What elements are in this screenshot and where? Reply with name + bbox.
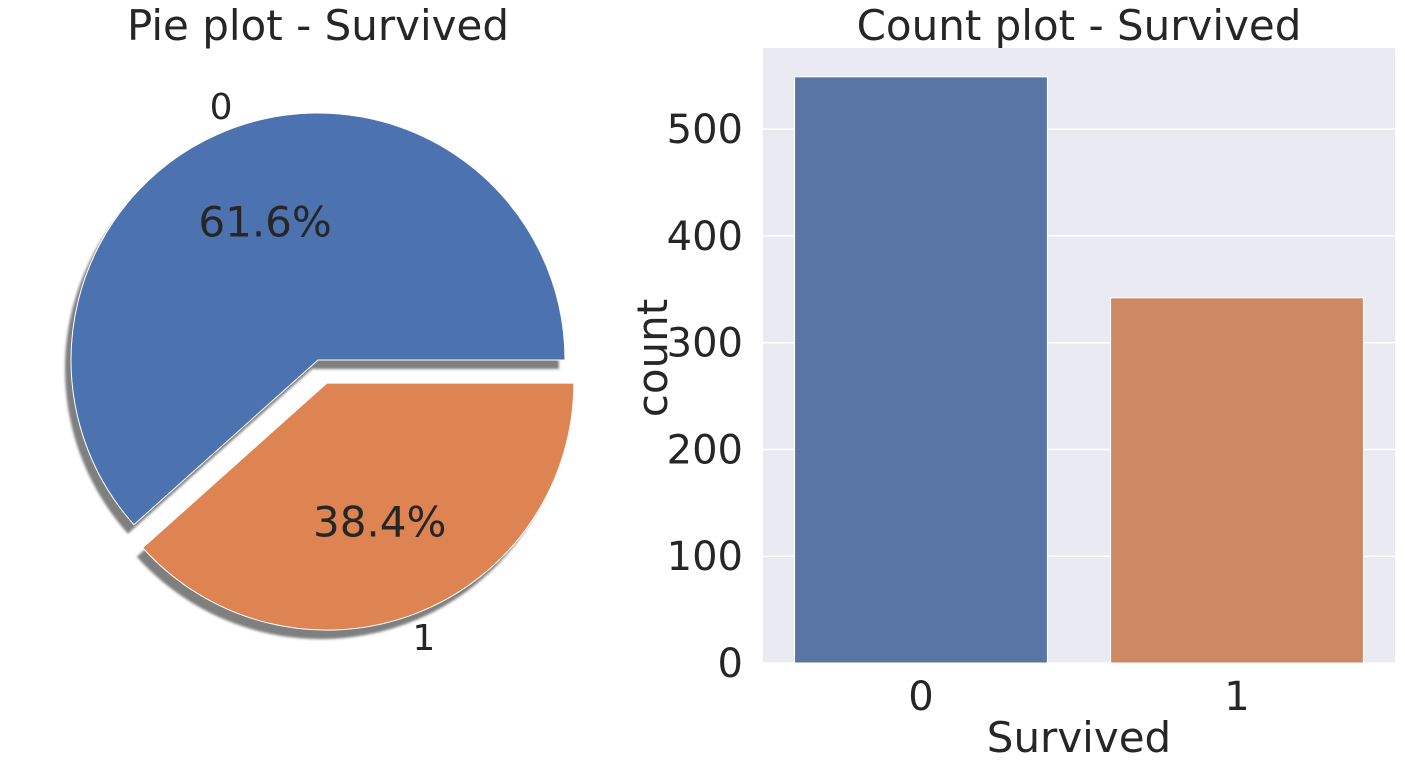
x-tick-label: 1 (1224, 674, 1249, 720)
y-tick-label: 0 (718, 641, 743, 687)
y-tick-label: 500 (667, 107, 743, 153)
bar (794, 76, 1048, 664)
pie-percent-label: 61.6% (198, 198, 331, 247)
pie-percent-label: 38.4% (313, 498, 446, 547)
pie-slice (142, 382, 575, 631)
y-tick-label: 300 (667, 321, 743, 367)
pie-chart-title: Pie plot - Survived (127, 1, 509, 50)
pie-slice (70, 112, 566, 526)
bar (1110, 297, 1364, 664)
count-chart-y-axis-label: count (628, 299, 677, 418)
x-tick-label: 0 (908, 674, 933, 720)
y-tick-label: 400 (667, 214, 743, 260)
y-tick-label: 100 (667, 534, 743, 580)
count-chart-bars (794, 76, 1364, 664)
pie-slices (70, 112, 575, 631)
pie-category-label: 0 (210, 87, 233, 128)
pie-category-label: 1 (412, 618, 435, 659)
count-chart-x-axis-label: Survived (987, 713, 1171, 762)
y-tick-label: 200 (667, 427, 743, 473)
pie-labels: 0 61.6% 1 38.4% (198, 87, 446, 659)
pie-chart: Pie plot - Survived 0 61.6% 1 38.4% (65, 1, 575, 659)
count-chart-y-ticks: 0 100 200 300 400 500 (667, 107, 743, 687)
count-chart-title: Count plot - Survived (857, 1, 1302, 50)
